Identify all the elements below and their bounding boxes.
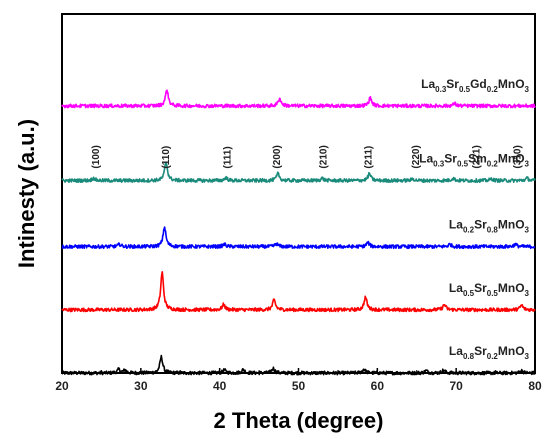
series-labels: La0.8Sr0.2MnO3 La0.5Sr0.5MnO3 La0.2Sr0.8Mn… (419, 77, 529, 361)
peak-index-label: (310) (513, 145, 524, 168)
peak-index-label: (111) (223, 146, 234, 168)
plot-frame (61, 13, 536, 374)
peak-index-label: (221) (472, 145, 483, 168)
x-tick-label: 30 (134, 379, 148, 393)
x-tick-label: 80 (528, 379, 542, 393)
series-line (61, 271, 536, 313)
peak-index-label: (200) (272, 145, 283, 168)
x-tick-label: 40 (213, 379, 227, 393)
peak-annotations: (100) (110) (111) (200) (210) (211) (220) (221)… (91, 145, 524, 168)
peak-index-label: (220) (411, 145, 422, 168)
series-label: La0.3Sr0.5Gd0.2MnO3 (421, 77, 529, 94)
x-tick-label: 60 (371, 379, 385, 393)
series-label: La0.3Sr0.5Sm0.2MnO3 (419, 152, 529, 169)
series-line (61, 162, 536, 184)
series-label: La0.8Sr0.2MnO3 (449, 344, 530, 361)
peak-index-label: (110) (161, 146, 172, 169)
series-layer (61, 89, 536, 376)
peak-index-label: (100) (91, 145, 102, 168)
x-tick-label: 50 (292, 379, 306, 393)
series-line (61, 226, 536, 250)
series-line (61, 354, 536, 376)
x-tick-label: 70 (449, 379, 463, 393)
peak-index-label: (211) (364, 146, 375, 169)
peak-index-label: (210) (319, 145, 330, 168)
x-tick-label: 20 (55, 379, 69, 393)
series-label: La0.5Sr0.5MnO3 (449, 281, 530, 298)
y-axis-title: Intinesty (a.u.) (14, 119, 39, 268)
series-label: La0.2Sr0.8MnO3 (449, 218, 530, 235)
series-line (61, 89, 536, 109)
x-axis-title: 2 Theta (degree) (214, 408, 384, 433)
